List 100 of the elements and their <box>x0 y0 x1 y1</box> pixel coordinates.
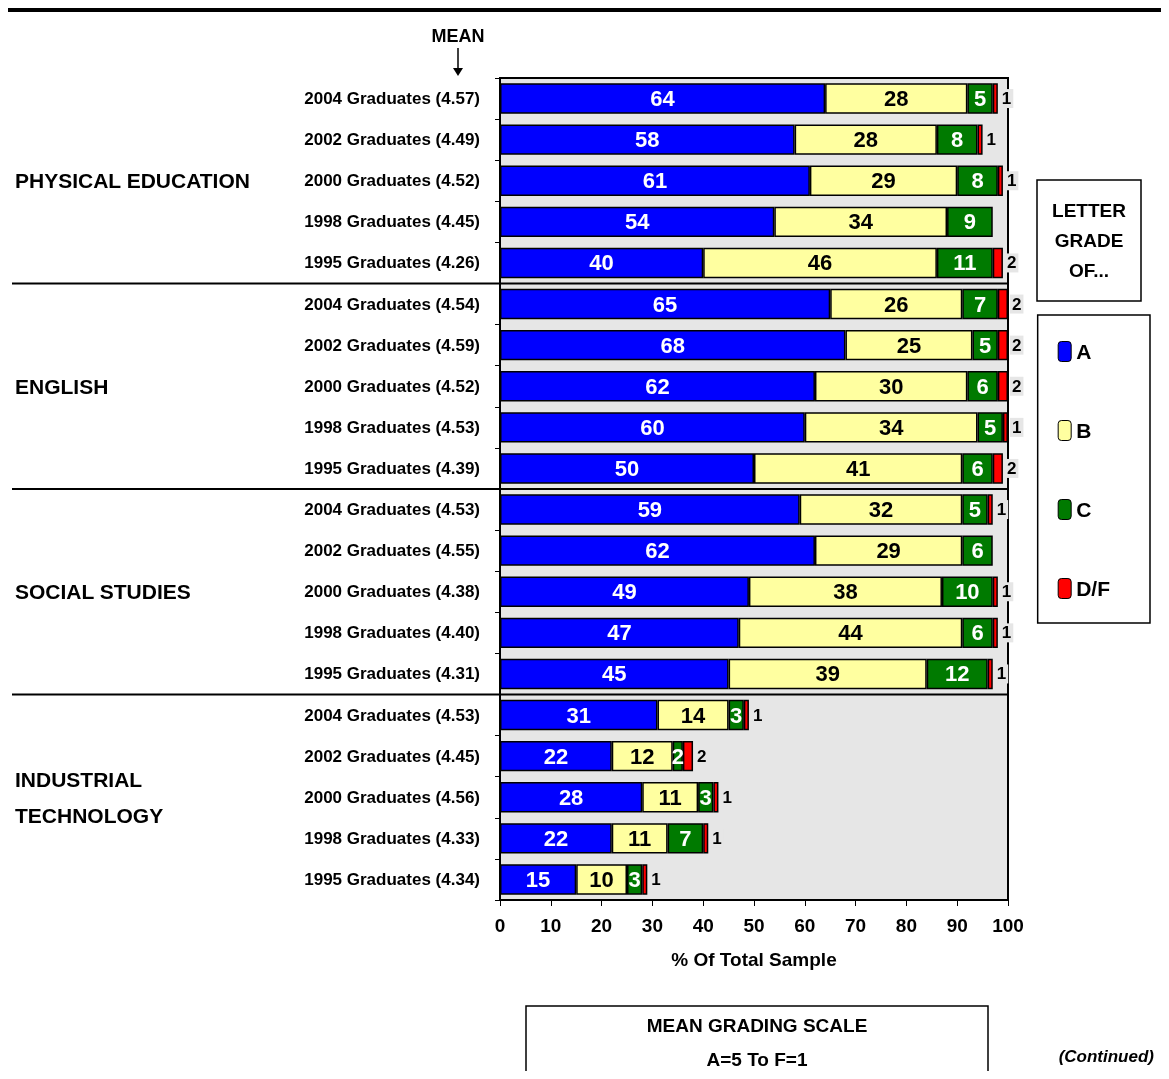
data-label: 7 <box>679 825 692 851</box>
y-tick-label: 2000 Graduates (4.52) <box>304 376 480 396</box>
data-label: 1 <box>1001 623 1012 643</box>
data-label: 45 <box>602 661 627 687</box>
data-label: 22 <box>543 825 569 851</box>
data-label: 2 <box>671 743 684 769</box>
data-label: 14 <box>680 702 707 728</box>
data-label: 59 <box>637 497 663 523</box>
data-label: 25 <box>896 332 922 358</box>
y-tick-label: 1995 Graduates (4.34) <box>304 869 480 889</box>
data-label: 50 <box>614 455 640 481</box>
data-label: 1 <box>996 500 1007 520</box>
y-tick-label: 2000 Graduates (4.38) <box>304 582 480 602</box>
data-label: 8 <box>951 127 964 153</box>
data-label: 2 <box>697 746 707 766</box>
data-label: 61 <box>642 168 668 194</box>
data-label: 22 <box>543 743 569 769</box>
data-label: 2 <box>1012 376 1022 396</box>
data-label: 2 <box>1012 335 1022 355</box>
legend-title: LETTER GRADE OF... <box>1052 199 1127 281</box>
y-tick-label: 1998 Graduates (4.33) <box>304 828 480 848</box>
data-label: 30 <box>878 373 904 399</box>
legend-label: D/F <box>1076 577 1111 600</box>
text: ENGLISH <box>15 374 109 398</box>
data-label: 11 <box>658 784 682 810</box>
data-label: 1 <box>712 828 722 848</box>
x-tick-label: 80 <box>895 915 917 936</box>
text: (Continued) <box>1058 1046 1155 1066</box>
data-label: 11 <box>953 250 977 276</box>
text: MEAN <box>431 26 485 46</box>
data-label: 28 <box>853 127 878 153</box>
data-label: 12 <box>944 661 970 687</box>
data-label: 41 <box>845 455 871 481</box>
data-label: 58 <box>635 127 660 153</box>
y-tick-label: 1998 Graduates (4.53) <box>304 417 480 437</box>
data-label: 5 <box>973 86 987 112</box>
data-label: 46 <box>807 250 833 276</box>
data-label: 44 <box>838 620 864 646</box>
y-tick-label: 2004 Graduates (4.53) <box>304 500 480 520</box>
x-tick-label: 90 <box>946 915 968 936</box>
data-label: 2 <box>1006 253 1017 273</box>
y-tick-label: 2004 Graduates (4.57) <box>304 89 480 109</box>
x-tick-label: 0 <box>494 915 506 936</box>
data-label: 6 <box>976 373 989 399</box>
data-label: 5 <box>979 332 992 358</box>
y-tick-label: 1995 Graduates (4.26) <box>304 253 480 273</box>
text: MEAN GRADING SCALE A=5 To F=1 <box>646 1014 868 1070</box>
x-tick-label: 70 <box>845 915 867 936</box>
data-label: 6 <box>971 620 984 646</box>
data-label: 12 <box>630 743 655 769</box>
data-label: 11 <box>628 825 652 851</box>
data-label: 65 <box>652 291 678 317</box>
data-label: 32 <box>868 497 894 523</box>
data-label: 2 <box>1012 294 1022 314</box>
data-label: 1 <box>1012 417 1022 437</box>
y-tick-label: 2002 Graduates (4.49) <box>304 130 480 150</box>
x-tick-label: 100 <box>992 915 1024 936</box>
data-label: 9 <box>963 209 977 235</box>
x-axis-title: % Of Total Sample <box>671 949 837 970</box>
legend-label: C <box>1076 498 1092 521</box>
y-tick-label: 2002 Graduates (4.59) <box>304 335 480 355</box>
data-label: 8 <box>971 168 984 194</box>
y-tick-label: 2004 Graduates (4.54) <box>304 294 480 314</box>
data-label: 34 <box>878 414 905 440</box>
data-label: 6 <box>971 455 984 481</box>
data-label: 1 <box>752 705 763 725</box>
y-tick-label: 1998 Graduates (4.45) <box>304 212 480 232</box>
text: INDUSTRIAL TECHNOLOGY <box>15 767 164 827</box>
data-label: 3 <box>628 866 641 892</box>
data-label: 7 <box>973 291 987 317</box>
text: SOCIAL STUDIES <box>15 580 191 604</box>
data-label: 47 <box>607 620 632 646</box>
data-label: 39 <box>815 661 840 687</box>
data-label: 29 <box>871 168 896 194</box>
data-label: 60 <box>640 414 665 440</box>
data-label: 26 <box>884 291 909 317</box>
y-tick-label: 1995 Graduates (4.31) <box>304 664 480 684</box>
data-label: 28 <box>558 784 584 810</box>
data-label: 1 <box>1001 582 1012 602</box>
data-label: 64 <box>650 86 676 112</box>
data-label: 49 <box>612 579 637 605</box>
y-tick-label: 2000 Graduates (4.56) <box>304 787 480 807</box>
data-label: 10 <box>955 579 980 605</box>
x-tick-label: 50 <box>743 915 765 936</box>
x-tick-label: 30 <box>641 915 663 936</box>
x-tick-label: 60 <box>794 915 816 936</box>
y-tick-label: 2004 Graduates (4.53) <box>304 705 480 725</box>
y-tick-label: 2000 Graduates (4.52) <box>304 171 480 191</box>
data-label: 5 <box>968 497 982 523</box>
data-label: 68 <box>660 332 685 358</box>
data-label: 1 <box>1001 89 1012 109</box>
data-label: 1 <box>996 664 1007 684</box>
y-tick-label: 1995 Graduates (4.39) <box>304 458 480 478</box>
data-label: 62 <box>645 538 670 564</box>
y-tick-label: 2002 Graduates (4.55) <box>304 541 480 561</box>
data-label: 2 <box>1006 458 1017 478</box>
data-label: 6 <box>971 538 984 564</box>
data-label: 10 <box>589 866 614 892</box>
text: PHYSICAL EDUCATION <box>15 169 250 193</box>
x-tick-label: 10 <box>540 915 562 936</box>
